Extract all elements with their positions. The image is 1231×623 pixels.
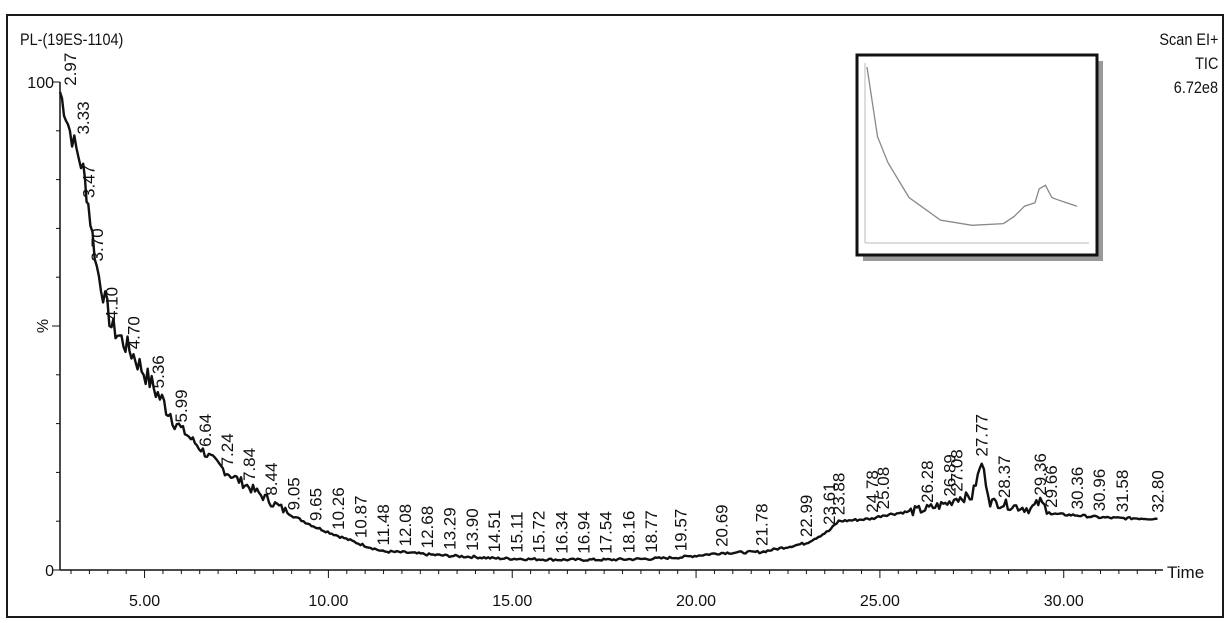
peak-label: 11.48: [374, 504, 393, 545]
y-tick-label: 100: [27, 75, 54, 92]
tic-trace-line: [58, 91, 1158, 562]
x-tick-label: 30.00: [1044, 593, 1084, 610]
peak-label: 4.10: [102, 287, 121, 320]
peak-label: 29.66: [1042, 465, 1061, 508]
peak-label: 14.51: [485, 510, 504, 553]
peak-label: 18.16: [619, 511, 638, 554]
inset-trace-line: [866, 66, 1078, 226]
y-axis-label: %: [35, 319, 52, 333]
x-tick-label: 20.00: [676, 593, 716, 610]
peak-label: 10.87: [351, 496, 370, 539]
peak-label: 3.47: [79, 165, 98, 198]
peak-label: 5.36: [149, 355, 168, 388]
peak-label: 25.08: [874, 467, 893, 510]
peak-label: 9.05: [284, 477, 303, 510]
peak-label: 2.97: [61, 53, 80, 86]
scan-mode-label: Scan EI+: [1158, 30, 1218, 49]
peak-label: 28.37: [995, 456, 1014, 499]
peak-label: 30.36: [1068, 467, 1087, 510]
x-tick-label: 15.00: [492, 593, 532, 610]
peak-label: 15.72: [530, 511, 549, 554]
sample-id-label: PL-(19ES-1104): [20, 30, 124, 49]
peak-label: 16.34: [552, 511, 571, 554]
peak-label: 6.64: [196, 414, 215, 447]
peak-label: 3.70: [88, 228, 107, 261]
peak-label: 20.69: [712, 504, 731, 547]
peak-label: 4.70: [125, 316, 144, 349]
x-axis-label: Time: [1167, 563, 1204, 582]
peak-label: 19.57: [671, 509, 690, 552]
peak-label: 31.58: [1113, 470, 1132, 513]
peak-label: 15.11: [507, 511, 526, 552]
intensity-label: 6.72e8: [1173, 78, 1218, 97]
peak-label: 29.36: [1031, 453, 1050, 496]
peak-label: 17.54: [597, 511, 616, 554]
peak-label: 18.77: [642, 510, 661, 553]
peak-label: 21.78: [753, 503, 772, 546]
peak-label: 13.90: [463, 508, 482, 551]
peak-label: 22.99: [797, 495, 816, 538]
peak-label: 8.44: [262, 463, 281, 496]
peak-label: 23.88: [830, 473, 849, 516]
peak-label: 16.94: [575, 511, 594, 554]
peak-label: 12.08: [396, 504, 415, 547]
peak-label: 24.78: [863, 470, 882, 513]
peak-label: 32.80: [1148, 470, 1167, 513]
y-tick-label: 0: [45, 563, 54, 580]
peak-label: 26.28: [918, 460, 937, 503]
x-tick-label: 10.00: [308, 593, 348, 610]
peak-label: 27.77: [973, 414, 992, 457]
trace-label: TIC: [1194, 54, 1218, 73]
x-tick-label: 25.00: [860, 593, 900, 610]
peak-label: 7.24: [218, 433, 237, 466]
chart-ticks: 5.00 10.00 15.00 20.00 25.00 30.00 0 100% Time: [27, 75, 1204, 610]
peak-labels: 2.97 3.33 3.47 3.70 4.104.70 5.365.99 6.647.24…: [61, 53, 1168, 554]
peak-label: 5.99: [172, 389, 191, 422]
x-tick-label: 5.00: [129, 593, 160, 610]
peak-label: 27.08: [947, 449, 966, 492]
peak-label: 10.26: [329, 487, 348, 530]
overview-inset: [855, 53, 1103, 261]
peak-label: 23.61: [820, 482, 839, 525]
peak-label: 12.68: [418, 506, 437, 549]
peak-label: 26.89: [940, 454, 959, 497]
peak-label: 9.65: [307, 488, 326, 521]
peak-label: 7.84: [240, 448, 259, 481]
peak-label: 3.33: [74, 101, 93, 134]
peak-label: 13.29: [440, 507, 459, 550]
peak-label: 30.96: [1090, 469, 1109, 512]
inset-box: [855, 53, 1099, 257]
